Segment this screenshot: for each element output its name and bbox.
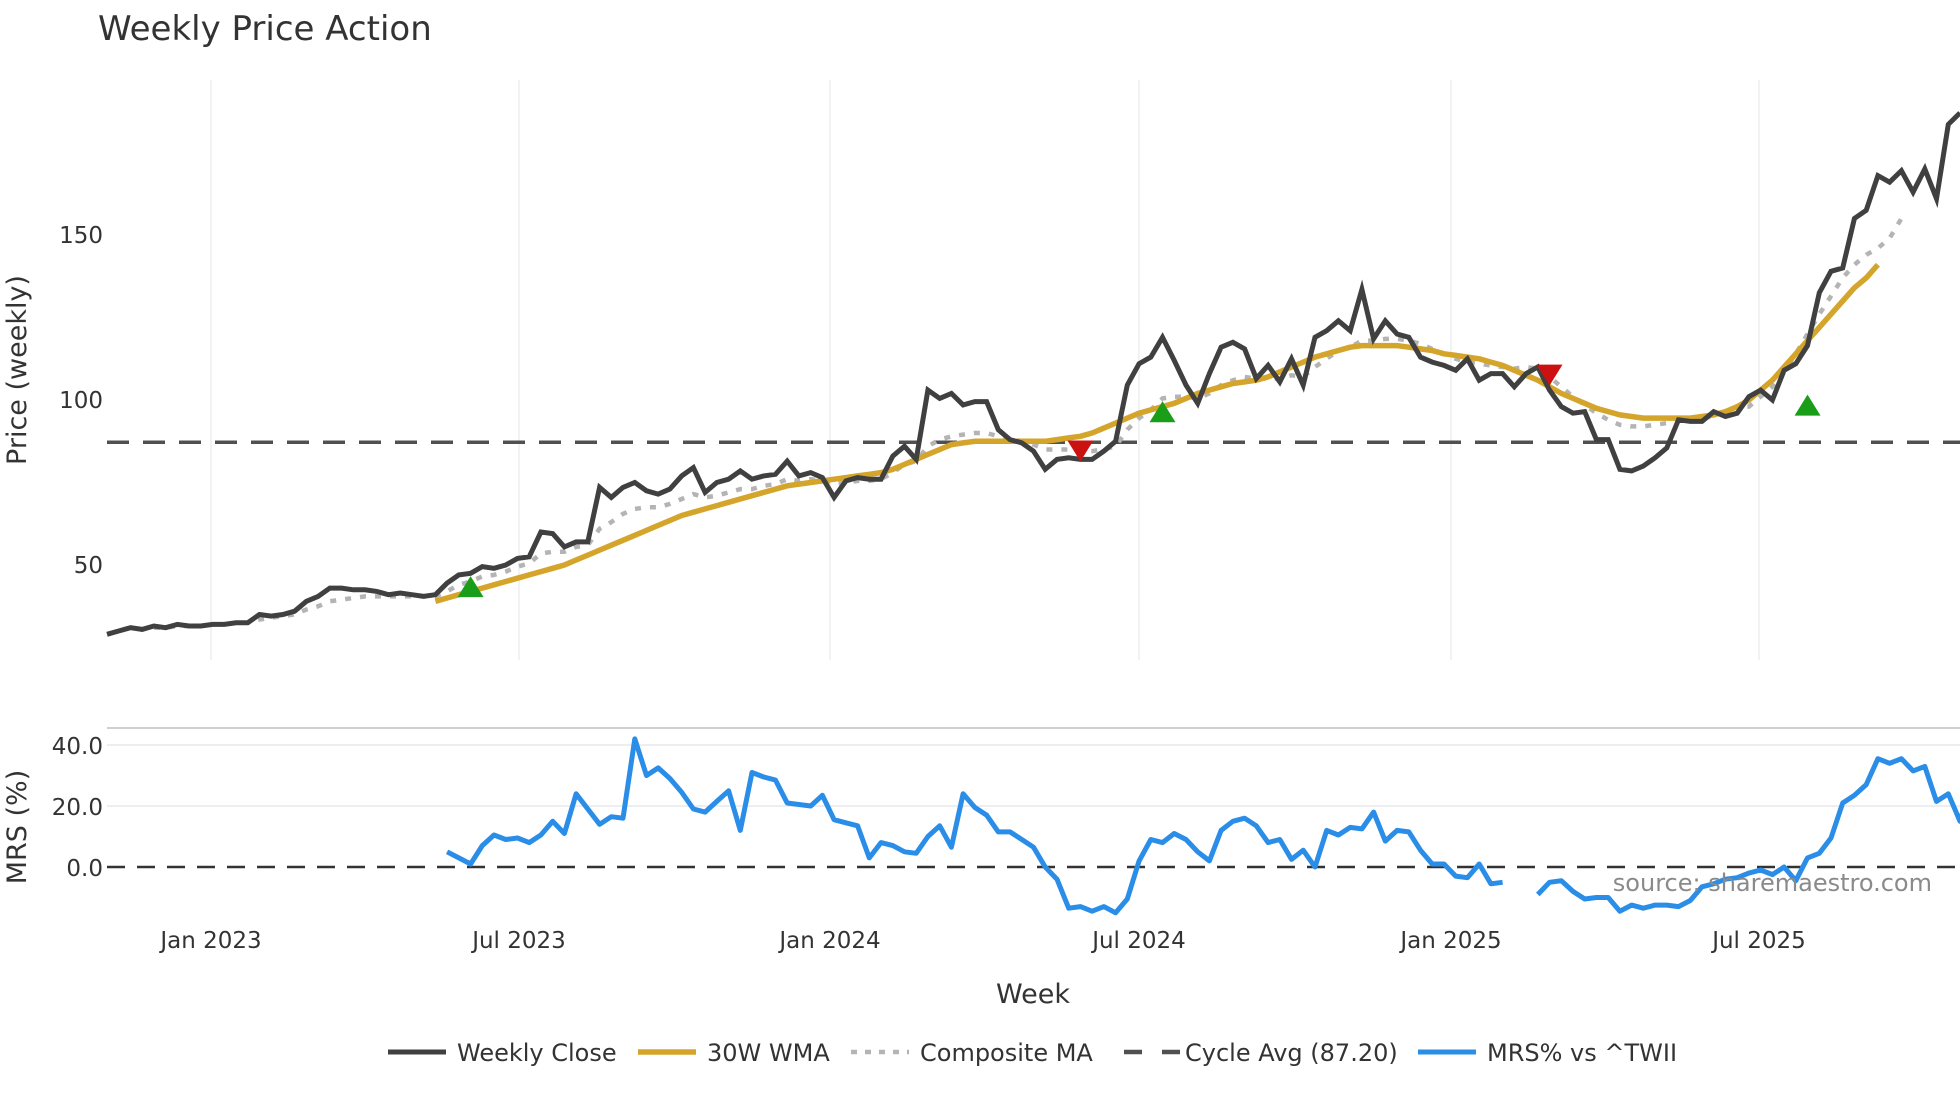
x-tick-jul-2024: Jul 2024 [1090, 928, 1186, 954]
wma-line [434, 262, 1880, 604]
legend: Weekly Close 30W WMA Composite MA Cycle … [388, 1039, 1677, 1067]
x-tick-jan-2024: Jan 2024 [777, 928, 880, 954]
mrs-tick-20: 20.0 [52, 795, 103, 821]
sell-signal-icon [1067, 440, 1094, 462]
sell-signal-icon [1536, 364, 1563, 386]
x-axis-title: Week [996, 979, 1070, 1010]
weekly-close-line [106, 111, 1960, 637]
legend-label-cycle-avg: Cycle Avg (87.20) [1185, 1039, 1398, 1067]
price-tick-150: 150 [59, 223, 103, 249]
mrs-tick-0: 0.0 [66, 856, 103, 882]
legend-label-wma: 30W WMA [707, 1039, 830, 1067]
legend-item-wma[interactable]: 30W WMA [638, 1039, 830, 1067]
legend-label-weekly-close: Weekly Close [457, 1039, 617, 1067]
legend-label-composite-ma: Composite MA [920, 1039, 1093, 1067]
x-tick-jan-2025: Jan 2025 [1398, 928, 1501, 954]
chart-title: Weekly Price Action [98, 9, 432, 49]
buy-signal-icon [457, 576, 484, 598]
legend-item-mrs[interactable]: MRS% vs ^TWII [1418, 1039, 1677, 1067]
legend-item-composite-ma[interactable]: Composite MA [851, 1039, 1093, 1067]
price-axis-title: Price (weekly) [2, 275, 33, 465]
source-watermark: source: sharemaestro.com [1613, 869, 1932, 897]
x-tick-jul-2025: Jul 2025 [1710, 928, 1806, 954]
mrs-axis-title: MRS (%) [2, 770, 33, 885]
legend-item-weekly-close[interactable]: Weekly Close [388, 1039, 617, 1067]
mrs-line [445, 736, 1960, 916]
price-tick-50: 50 [74, 553, 103, 579]
x-tick-jan-2023: Jan 2023 [158, 928, 261, 954]
signal-markers [457, 364, 1821, 598]
price-grid [210, 80, 1760, 660]
price-tick-100: 100 [59, 388, 103, 414]
composite-ma-line [153, 217, 1904, 630]
buy-signal-icon [1149, 401, 1176, 423]
legend-label-mrs: MRS% vs ^TWII [1487, 1039, 1677, 1067]
legend-item-cycle-avg[interactable]: Cycle Avg (87.20) [1124, 1039, 1398, 1067]
x-tick-jul-2023: Jul 2023 [470, 928, 566, 954]
mrs-tick-40: 40.0 [52, 734, 103, 760]
mrs-grid [107, 744, 1960, 807]
buy-signal-icon [1794, 394, 1821, 416]
